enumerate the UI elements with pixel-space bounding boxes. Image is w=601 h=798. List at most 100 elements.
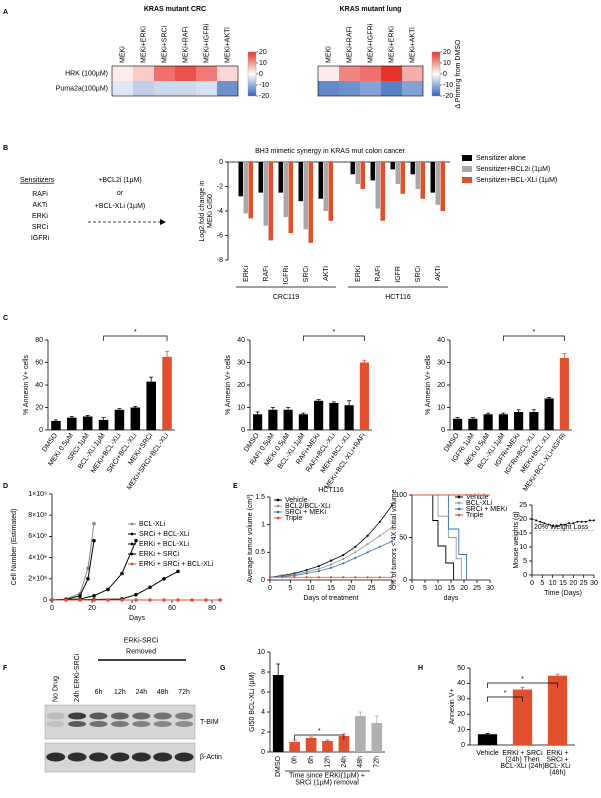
error-bar bbox=[149, 376, 154, 382]
bar bbox=[355, 716, 366, 752]
x-tick-label: 10 bbox=[434, 585, 442, 592]
y-axis-label: Log2 fold change in bbox=[199, 180, 206, 241]
y-tick-label: 0 bbox=[241, 427, 245, 434]
bar bbox=[67, 417, 77, 430]
error-bar bbox=[165, 350, 170, 357]
bar bbox=[350, 162, 355, 175]
series-line bbox=[51, 540, 137, 601]
data-point bbox=[92, 538, 96, 543]
legend-label: BCL-XLi bbox=[466, 500, 493, 507]
data-point bbox=[539, 520, 542, 523]
y-tick-label: 10 bbox=[519, 544, 527, 551]
data-point bbox=[305, 572, 308, 575]
sensitizer-item: RAFi bbox=[32, 191, 48, 198]
band bbox=[131, 752, 151, 762]
data-point bbox=[342, 554, 345, 557]
legend-label: Sensitizer+BCL2i (1µM) bbox=[476, 166, 550, 173]
y-tick-label: 20 bbox=[35, 404, 43, 411]
error-bar bbox=[117, 408, 122, 410]
x-tick-label: 72h bbox=[374, 756, 381, 768]
colorbar-tick-label: 20 bbox=[443, 49, 451, 56]
error-bar bbox=[85, 414, 90, 417]
time-label: 6h bbox=[95, 689, 103, 696]
bar bbox=[283, 409, 293, 430]
data-point bbox=[584, 520, 587, 523]
band bbox=[89, 712, 108, 720]
series-line bbox=[531, 518, 594, 527]
x-axis-label: Time since ERKi(1µM) + bbox=[289, 772, 365, 779]
column-label: MEKi+AKTi bbox=[409, 27, 416, 63]
y-tick-label: 6×10⁸ bbox=[28, 533, 47, 540]
legend-marker bbox=[457, 507, 461, 511]
legend-swatch bbox=[462, 166, 472, 172]
error-bar bbox=[309, 736, 314, 738]
legend-marker bbox=[130, 552, 134, 556]
x-tick-label: RAFi bbox=[375, 266, 382, 282]
data-point bbox=[568, 522, 571, 525]
bar bbox=[305, 738, 317, 752]
column-label: MEKi+ERKi bbox=[388, 26, 395, 63]
x-axis-label: Days of treatment bbox=[303, 595, 358, 602]
y-tick-label: 30 bbox=[457, 696, 465, 703]
x-tick-label: 5 bbox=[423, 585, 427, 592]
band bbox=[67, 752, 87, 762]
data-point bbox=[390, 576, 394, 579]
error-bar bbox=[374, 715, 379, 723]
bar bbox=[268, 409, 278, 430]
x-tick-label: 25 bbox=[368, 585, 376, 592]
x-tick-label: 12h bbox=[324, 756, 331, 768]
heatmap-cell bbox=[196, 81, 217, 96]
x-tick-label: 0 bbox=[530, 580, 534, 587]
data-point bbox=[551, 525, 554, 527]
data-point bbox=[176, 569, 180, 574]
x-tick-label: DMSO bbox=[275, 755, 282, 777]
x-tick-label: 15 bbox=[327, 585, 335, 592]
bar bbox=[298, 162, 303, 202]
data-point bbox=[78, 593, 82, 598]
y-axis-label: % Annexin V+ cells bbox=[225, 355, 232, 415]
bar bbox=[371, 723, 383, 752]
legend-label: SRCi + BCL-XLi bbox=[139, 531, 190, 538]
bar bbox=[453, 418, 463, 430]
error-bar bbox=[547, 396, 552, 399]
y-tick-label: 1 bbox=[261, 522, 265, 529]
bar bbox=[268, 162, 273, 241]
x-tick-label: 40 bbox=[128, 605, 136, 612]
bar bbox=[410, 162, 415, 175]
sensitizer-item: AKTi bbox=[33, 202, 48, 209]
data-point bbox=[134, 598, 138, 602]
bar bbox=[303, 162, 308, 230]
heatmap-cell bbox=[217, 81, 238, 96]
lane-label: 24h ERKi-SRCi bbox=[74, 653, 81, 702]
bar bbox=[544, 398, 554, 430]
y-tick-label: 40 bbox=[237, 337, 245, 344]
y-tick-label: 40 bbox=[437, 337, 445, 344]
legend-label: ERKi + SRCi bbox=[139, 551, 180, 558]
data-point bbox=[305, 568, 308, 572]
y-tick-label: 100 bbox=[395, 492, 407, 499]
legend-marker bbox=[130, 522, 134, 526]
y-tick-label: 1.5 bbox=[255, 494, 265, 501]
legend-marker bbox=[276, 516, 280, 520]
bar bbox=[283, 162, 288, 218]
bar bbox=[420, 162, 425, 199]
bar bbox=[329, 403, 339, 430]
data-point bbox=[106, 598, 110, 602]
error-bar bbox=[516, 409, 521, 412]
y-tick-label: 0.5 bbox=[255, 549, 265, 556]
y-tick-label: 20 bbox=[457, 711, 465, 718]
bar bbox=[360, 162, 365, 189]
data-point bbox=[559, 523, 562, 526]
data-point bbox=[305, 576, 308, 579]
data-point bbox=[378, 576, 381, 579]
panel-label: C bbox=[3, 315, 8, 322]
series-line bbox=[412, 494, 455, 580]
time-label: 72h bbox=[178, 689, 190, 696]
data-point bbox=[148, 585, 152, 590]
heatmap-cell bbox=[154, 81, 175, 96]
x-tick-label: 60 bbox=[168, 605, 176, 612]
error-bar bbox=[486, 412, 491, 415]
y-tick-label: 4 bbox=[261, 709, 265, 716]
bar bbox=[314, 400, 324, 430]
x-tick-label: (24h) Then bbox=[505, 756, 539, 763]
